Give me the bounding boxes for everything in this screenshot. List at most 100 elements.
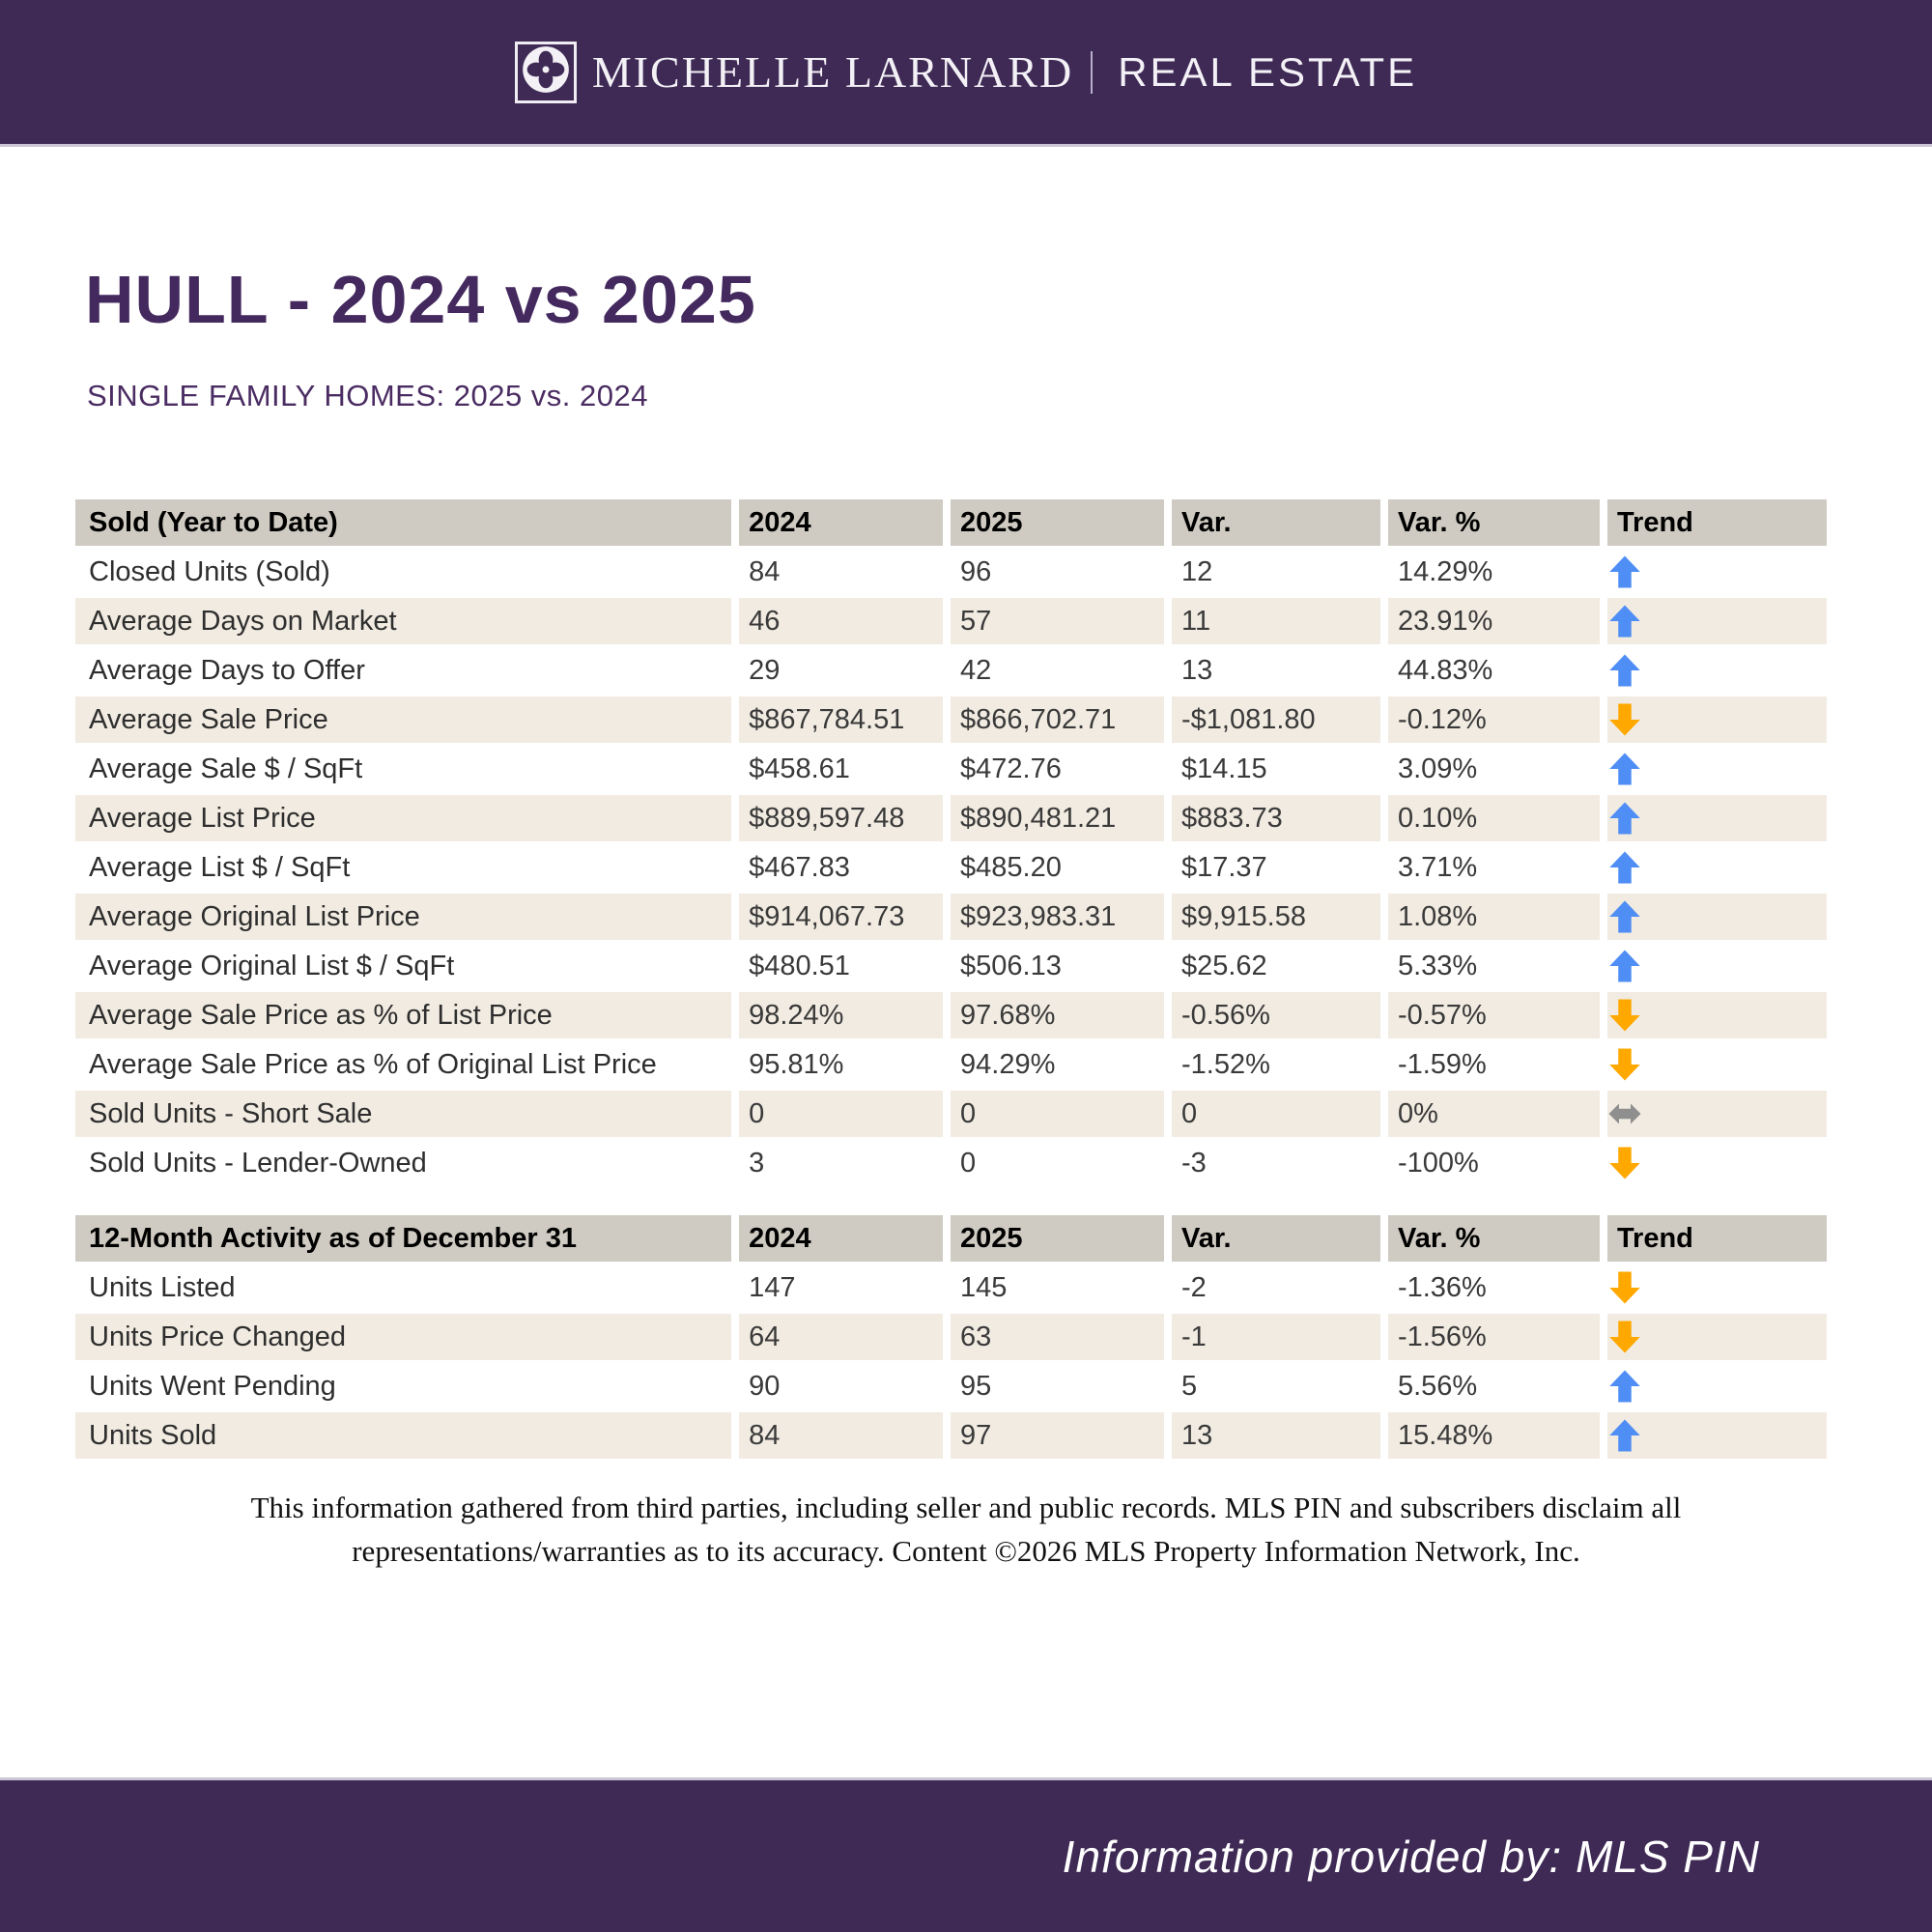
brand-name-serif: MICHELLE LARNARD bbox=[591, 47, 1074, 97]
value-var-pct: 5.33% bbox=[1387, 943, 1600, 989]
column-header: Trend bbox=[1606, 499, 1827, 546]
table-row: Average Original List Price $914,067.73 $9… bbox=[75, 894, 1827, 940]
row-label: Closed Units (Sold) bbox=[75, 549, 732, 595]
trend-cell bbox=[1606, 1363, 1827, 1409]
trend-cell bbox=[1606, 1264, 1827, 1311]
value-var-pct: 0.10% bbox=[1387, 795, 1600, 841]
value-var: 13 bbox=[1171, 647, 1380, 694]
trend-up-icon bbox=[1607, 605, 1642, 638]
value-var-pct: -100% bbox=[1387, 1140, 1600, 1186]
table-row: Closed Units (Sold) 84 96 12 14.29% bbox=[75, 549, 1827, 595]
value-var-pct: -1.36% bbox=[1387, 1264, 1600, 1311]
trend-down-icon bbox=[1607, 1048, 1642, 1081]
row-label: Units Sold bbox=[75, 1412, 732, 1459]
trend-down-icon bbox=[1607, 1147, 1642, 1179]
value-var-pct: 5.56% bbox=[1387, 1363, 1600, 1409]
trend-up-icon bbox=[1607, 1370, 1642, 1403]
column-header: 2025 bbox=[951, 1215, 1164, 1262]
trend-cell bbox=[1606, 1041, 1827, 1088]
value-var-pct: 23.91% bbox=[1387, 598, 1600, 644]
row-label: Average Sale $ / SqFt bbox=[75, 746, 732, 792]
value-2024: 98.24% bbox=[739, 992, 943, 1038]
value-var-pct: 3.09% bbox=[1387, 746, 1600, 792]
column-header: Var. % bbox=[1387, 499, 1600, 546]
value-2025: 0 bbox=[951, 1091, 1164, 1137]
row-label: Average Original List $ / SqFt bbox=[75, 943, 732, 989]
value-2025: 97.68% bbox=[951, 992, 1164, 1038]
value-var-pct: -1.59% bbox=[1387, 1041, 1600, 1088]
value-var-pct: 15.48% bbox=[1387, 1412, 1600, 1459]
trend-cell bbox=[1606, 746, 1827, 792]
row-label: Average List Price bbox=[75, 795, 732, 841]
footer-attribution-text: Information provided by: MLS PIN bbox=[1062, 1831, 1760, 1882]
column-header: Var. % bbox=[1387, 1215, 1600, 1262]
value-2024: 0 bbox=[739, 1091, 943, 1137]
value-var: -3 bbox=[1171, 1140, 1380, 1186]
value-var: -1.52% bbox=[1171, 1041, 1380, 1088]
table-row: Average List Price $889,597.48 $890,481.21… bbox=[75, 795, 1827, 841]
value-var-pct: 3.71% bbox=[1387, 844, 1600, 891]
value-2024: 147 bbox=[739, 1264, 943, 1311]
value-2025: $890,481.21 bbox=[951, 795, 1164, 841]
value-var: $17.37 bbox=[1171, 844, 1380, 891]
table-row: Average Original List $ / SqFt $480.51 $50… bbox=[75, 943, 1827, 989]
disclaimer-text: This information gathered from third par… bbox=[250, 1491, 1682, 1568]
column-header: 2024 bbox=[739, 1215, 943, 1262]
brand-header-band: MICHELLE LARNARD REAL ESTATE bbox=[0, 0, 1932, 147]
value-var-pct: -0.57% bbox=[1387, 992, 1600, 1038]
trend-cell bbox=[1606, 1091, 1827, 1137]
value-2025: 96 bbox=[951, 549, 1164, 595]
value-var: 11 bbox=[1171, 598, 1380, 644]
row-label: Average Days to Offer bbox=[75, 647, 732, 694]
value-2024: 84 bbox=[739, 549, 943, 595]
value-2024: 29 bbox=[739, 647, 943, 694]
value-var-pct: 0% bbox=[1387, 1091, 1600, 1137]
row-label: Average Sale Price as % of Original List… bbox=[75, 1041, 732, 1088]
value-var: 12 bbox=[1171, 549, 1380, 595]
section-title: Sold (Year to Date) bbox=[75, 499, 732, 546]
value-2025: 57 bbox=[951, 598, 1164, 644]
brand-divider bbox=[1091, 50, 1094, 94]
quatrefoil-clover-icon bbox=[521, 44, 571, 99]
value-var: -2 bbox=[1171, 1264, 1380, 1311]
trend-cell bbox=[1606, 795, 1827, 841]
trend-down-icon bbox=[1607, 1321, 1642, 1353]
value-2025: $485.20 bbox=[951, 844, 1164, 891]
trend-cell bbox=[1606, 549, 1827, 595]
value-2024: 95.81% bbox=[739, 1041, 943, 1088]
value-2025: 63 bbox=[951, 1314, 1164, 1360]
value-var: 0 bbox=[1171, 1091, 1380, 1137]
row-label: Sold Units - Lender-Owned bbox=[75, 1140, 732, 1186]
value-2024: $914,067.73 bbox=[739, 894, 943, 940]
value-2024: 46 bbox=[739, 598, 943, 644]
table-row: Units Sold 84 97 13 15.48% bbox=[75, 1412, 1827, 1459]
row-label: Average Days on Market bbox=[75, 598, 732, 644]
trend-cell bbox=[1606, 943, 1827, 989]
value-var-pct: 14.29% bbox=[1387, 549, 1600, 595]
value-var: $883.73 bbox=[1171, 795, 1380, 841]
value-var-pct: 1.08% bbox=[1387, 894, 1600, 940]
value-2024: $867,784.51 bbox=[739, 696, 943, 743]
value-2025: $472.76 bbox=[951, 746, 1164, 792]
page-title: HULL - 2024 vs 2025 bbox=[85, 262, 756, 337]
value-2024: $889,597.48 bbox=[739, 795, 943, 841]
column-header: 2025 bbox=[951, 499, 1164, 546]
table-row: Units Price Changed 64 63 -1 -1.56% bbox=[75, 1314, 1827, 1360]
table-row: Average Days to Offer 29 42 13 44.83% bbox=[75, 647, 1827, 694]
value-2025: 145 bbox=[951, 1264, 1164, 1311]
value-var: -0.56% bbox=[1171, 992, 1380, 1038]
value-var-pct: -1.56% bbox=[1387, 1314, 1600, 1360]
value-var: 5 bbox=[1171, 1363, 1380, 1409]
trend-up-icon bbox=[1607, 753, 1642, 785]
footer-band: Information provided by: MLS PIN bbox=[0, 1777, 1932, 1932]
column-header: Var. bbox=[1171, 499, 1380, 546]
table-row: Units Went Pending 90 95 5 5.56% bbox=[75, 1363, 1827, 1409]
value-2025: 0 bbox=[951, 1140, 1164, 1186]
row-label: Units Went Pending bbox=[75, 1363, 732, 1409]
value-2024: $467.83 bbox=[739, 844, 943, 891]
value-2024: 84 bbox=[739, 1412, 943, 1459]
row-label: Units Price Changed bbox=[75, 1314, 732, 1360]
row-label: Sold Units - Short Sale bbox=[75, 1091, 732, 1137]
table-row: Sold Units - Lender-Owned 3 0 -3 -100% bbox=[75, 1140, 1827, 1186]
